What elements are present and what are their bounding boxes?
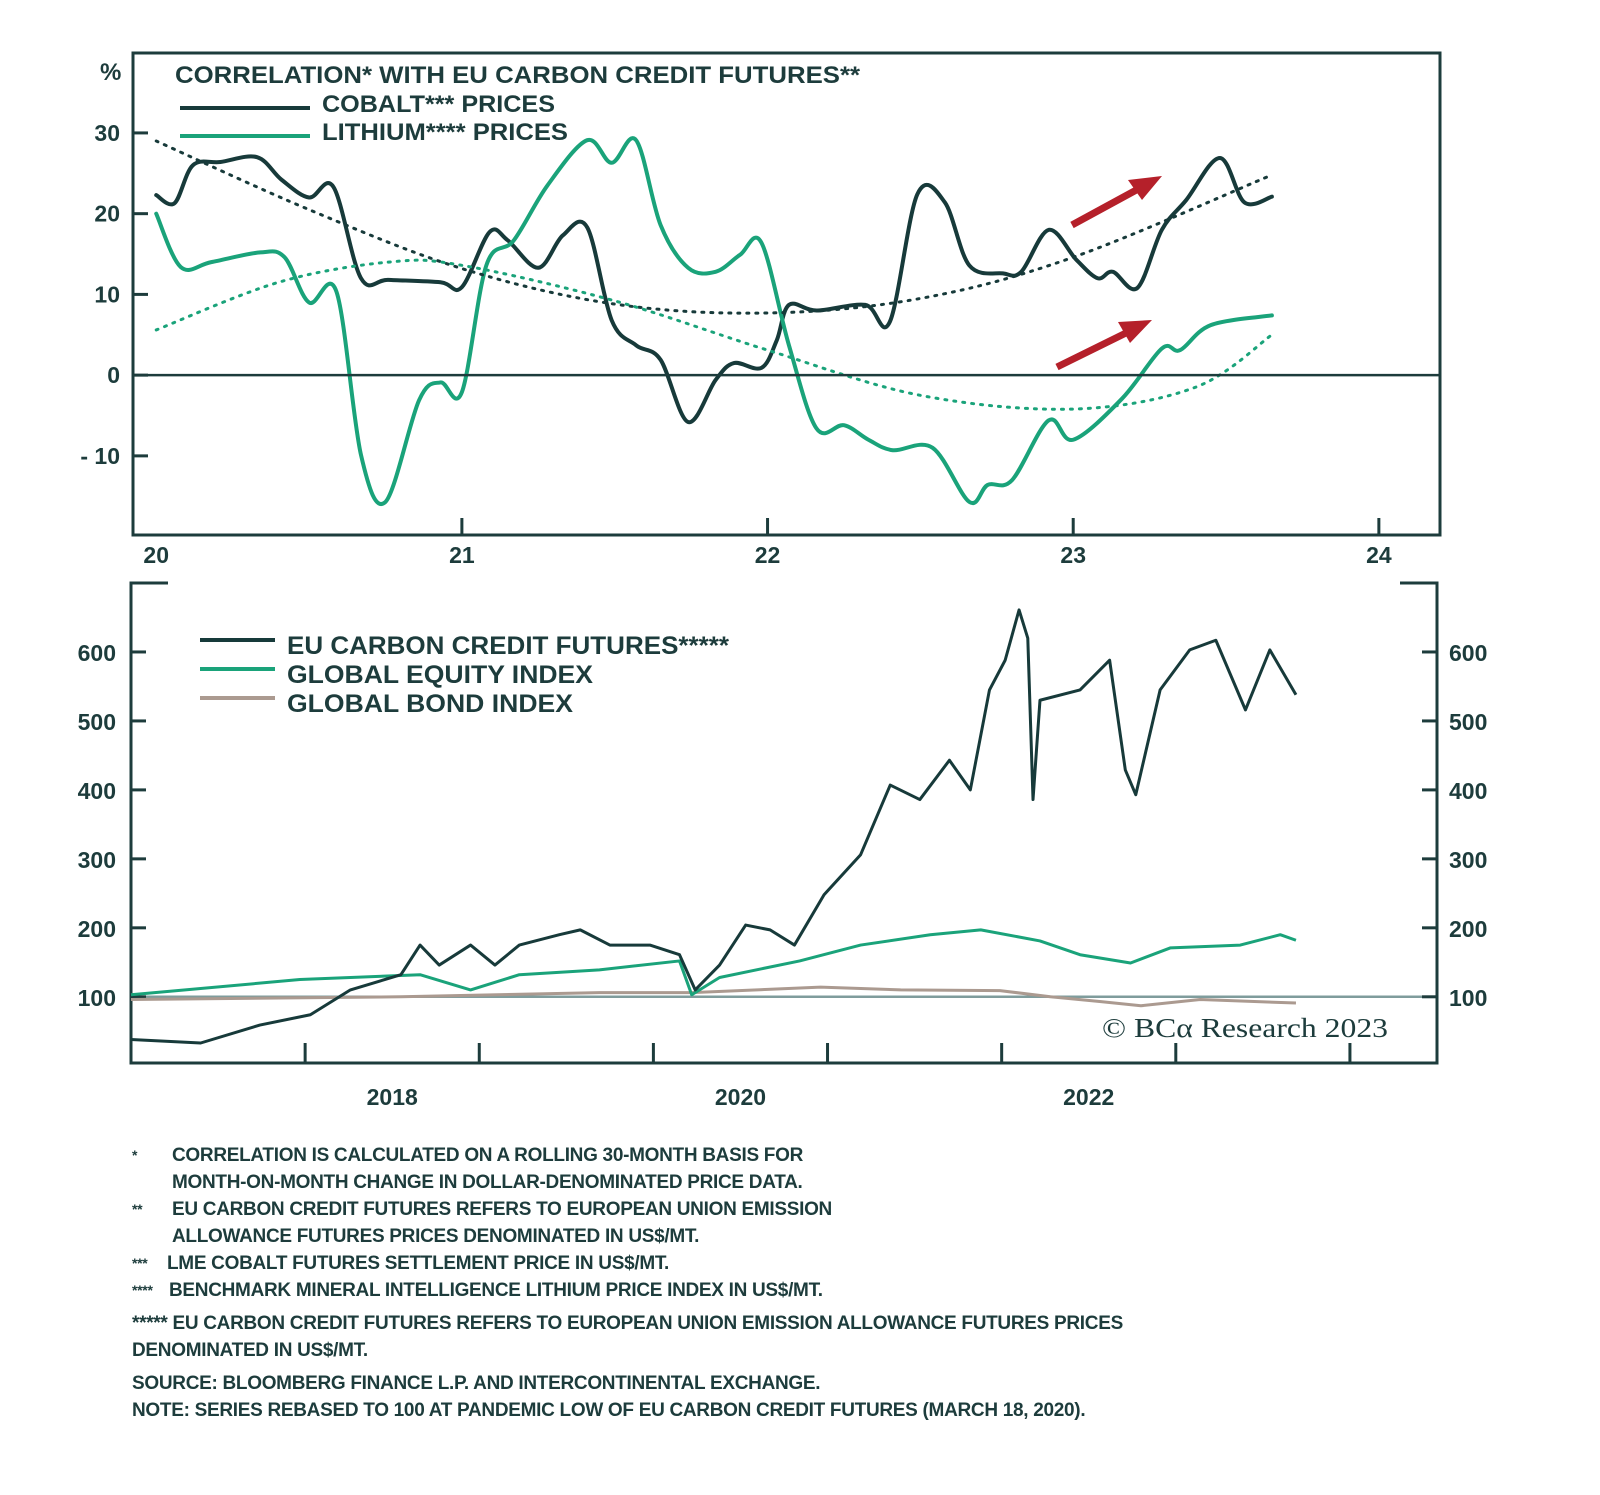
footnote-text: ALLOWANCE FUTURES PRICES DENOMINATED IN … — [172, 1226, 700, 1247]
left-y-tick-label: 200 — [78, 916, 116, 942]
price-index-chart: 100 100 200 200 300 300 400 400 500 500 600 600 2018… — [78, 581, 1487, 1110]
x-tick-label: 22 — [755, 542, 781, 568]
left-y-tick-label: 600 — [78, 640, 116, 666]
footnote-marker: ** — [132, 1201, 143, 1217]
left-y-tick-label: 500 — [78, 709, 116, 735]
footnotes: * CORRELATION IS CALCULATED ON A ROLLING … — [132, 1142, 1432, 1424]
carbon-futures-line — [130, 608, 1298, 1045]
footnote-2-cont: ALLOWANCE FUTURES PRICES DENOMINATED IN … — [132, 1223, 1432, 1250]
x-tick-label: 2022 — [1063, 1084, 1114, 1110]
footnote-text: LME COBALT FUTURES SETTLEMENT PRICE IN U… — [167, 1253, 670, 1274]
left-y-tick-label: 100 — [78, 985, 116, 1011]
left-y-tick-label: 300 — [78, 847, 116, 873]
legend-label-equity: GLOBAL EQUITY INDEX — [287, 661, 593, 689]
trend-arrow-lithium — [1055, 320, 1152, 371]
source-note: SOURCE: BLOOMBERG FINANCE L.P. AND INTER… — [132, 1370, 1432, 1397]
x-tick-label: 2020 — [715, 1084, 766, 1110]
bottom-axes: 100 100 200 200 300 300 400 400 500 500 600 600 2018… — [78, 581, 1487, 1110]
footnote-5-cont: DENOMINATED IN US$/MT. — [132, 1337, 1432, 1364]
x-tick-label: 20 — [143, 542, 169, 568]
legend-label-carbon: EU CARBON CREDIT FUTURES***** — [287, 632, 729, 660]
bottom-series-layer — [130, 608, 1298, 1045]
footnote-2: ** EU CARBON CREDIT FUTURES REFERS TO EUR… — [132, 1196, 1432, 1223]
lithium-line — [154, 136, 1274, 506]
y-tick-label: 10 — [94, 281, 120, 307]
footnote-text: DENOMINATED IN US$/MT. — [132, 1340, 368, 1361]
source-text: SOURCE: BLOOMBERG FINANCE L.P. AND INTER… — [132, 1373, 821, 1394]
right-y-tick-label: 400 — [1449, 778, 1487, 804]
bottom-plot-frame — [129, 581, 1439, 1065]
correlation-chart: 30 20 10 0 - 10 20 21 22 23 24 % CORRELATION* WIT… — [80, 51, 1442, 568]
footnote-1: * CORRELATION IS CALCULATED ON A ROLLING … — [132, 1142, 1432, 1169]
footnote-marker: * — [132, 1147, 138, 1163]
right-y-tick-label: 500 — [1449, 709, 1487, 735]
left-y-tick-label: 400 — [78, 778, 116, 804]
footnote-text: CORRELATION IS CALCULATED ON A ROLLING 3… — [172, 1145, 803, 1166]
y-tick-label: 20 — [94, 201, 120, 227]
equity-index-line — [130, 928, 1297, 997]
legend-label-lithium: LITHIUM**** PRICES — [322, 119, 568, 146]
footnote-4: **** BENCHMARK MINERAL INTELLIGENCE LITHI… — [132, 1277, 1432, 1304]
legend-label-cobalt: COBALT*** PRICES — [322, 91, 555, 118]
footnote-5: ***** EU CARBON CREDIT FUTURES REFERS TO… — [132, 1310, 1432, 1337]
bond-index-line — [130, 985, 1297, 1008]
footnote-3: *** LME COBALT FUTURES SETTLEMENT PRICE I… — [132, 1250, 1432, 1277]
y-tick-label: 30 — [94, 120, 120, 146]
legend-label-bond: GLOBAL BOND INDEX — [287, 690, 573, 718]
copyright-text: © BCα Research 2023 — [1102, 1013, 1388, 1043]
y-tick-label: 0 — [107, 362, 120, 388]
x-tick-label: 24 — [1366, 542, 1392, 568]
footnote-text: MONTH-ON-MONTH CHANGE IN DOLLAR-DENOMINA… — [172, 1172, 803, 1193]
top-chart-title: CORRELATION* WITH EU CARBON CREDIT FUTUR… — [175, 62, 861, 89]
rebase-note: NOTE: SERIES REBASED TO 100 AT PANDEMIC … — [132, 1397, 1432, 1424]
right-y-tick-label: 300 — [1449, 847, 1487, 873]
right-y-tick-label: 600 — [1449, 640, 1487, 666]
right-y-tick-label: 100 — [1449, 985, 1487, 1011]
x-tick-label: 23 — [1060, 542, 1086, 568]
cobalt-line — [154, 154, 1274, 424]
footnote-marker: **** — [132, 1282, 153, 1298]
note-text: NOTE: SERIES REBASED TO 100 AT PANDEMIC … — [132, 1400, 1086, 1421]
footnote-text: BENCHMARK MINERAL INTELLIGENCE LITHIUM P… — [169, 1280, 823, 1301]
y-tick-label: - 10 — [80, 443, 120, 469]
footnote-marker: *** — [132, 1255, 148, 1271]
footnote-1-cont: MONTH-ON-MONTH CHANGE IN DOLLAR-DENOMINA… — [132, 1169, 1432, 1196]
cobalt-trendline — [154, 139, 1274, 315]
lithium-trendline — [154, 258, 1274, 411]
x-tick-label: 21 — [449, 542, 475, 568]
right-y-tick-label: 200 — [1449, 916, 1487, 942]
footnote-text: ***** EU CARBON CREDIT FUTURES REFERS TO… — [132, 1313, 1123, 1334]
x-tick-label: 2018 — [367, 1084, 418, 1110]
top-axes: 30 20 10 0 - 10 20 21 22 23 24 — [80, 120, 1440, 568]
footnote-text: EU CARBON CREDIT FUTURES REFERS TO EUROP… — [172, 1199, 832, 1220]
top-y-unit-label: % — [100, 59, 121, 86]
trend-arrow-cobalt — [1070, 176, 1162, 229]
top-series-layer — [154, 136, 1274, 506]
